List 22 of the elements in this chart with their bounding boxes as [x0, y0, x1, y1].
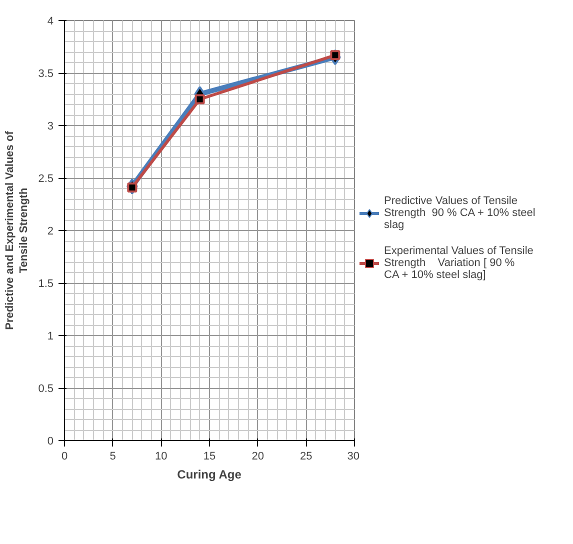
- legend-label: Predictive Values of Tensile Strength 90 % CA + 10% steel slag: [384, 195, 536, 231]
- y-tick-label: 0: [47, 436, 54, 448]
- y-tick-label: 3.5: [38, 68, 54, 80]
- y-tick-label: 3: [47, 120, 54, 132]
- x-tick-label: 30: [347, 450, 360, 462]
- y-tick-label: 1: [47, 330, 54, 342]
- x-tick-label: 20: [252, 450, 264, 462]
- y-tick-label: 1.5: [38, 278, 54, 290]
- x-tick-label: 15: [203, 450, 216, 462]
- point: [194, 94, 205, 104]
- x-tick-label: 25: [300, 450, 312, 462]
- legend-label: Experimental Values of Tensile Strength Variation [ 90 % CA + 10% steel slag]: [384, 245, 534, 281]
- x-tick-label: 10: [155, 450, 168, 462]
- x-axis-title: Curing Age: [177, 468, 242, 482]
- point: [330, 50, 340, 60]
- x-tick-label: 0: [61, 450, 68, 462]
- y-tick-label: 2: [47, 226, 54, 238]
- y-tick-label: 0.5: [38, 383, 54, 395]
- y-tick-label: 4: [47, 16, 54, 28]
- y-axis-title: Predictive and Experimental Values of Tensile Strength: [4, 130, 30, 330]
- y-tick-label: 2.5: [38, 173, 54, 185]
- x-tick-label: 5: [110, 450, 116, 462]
